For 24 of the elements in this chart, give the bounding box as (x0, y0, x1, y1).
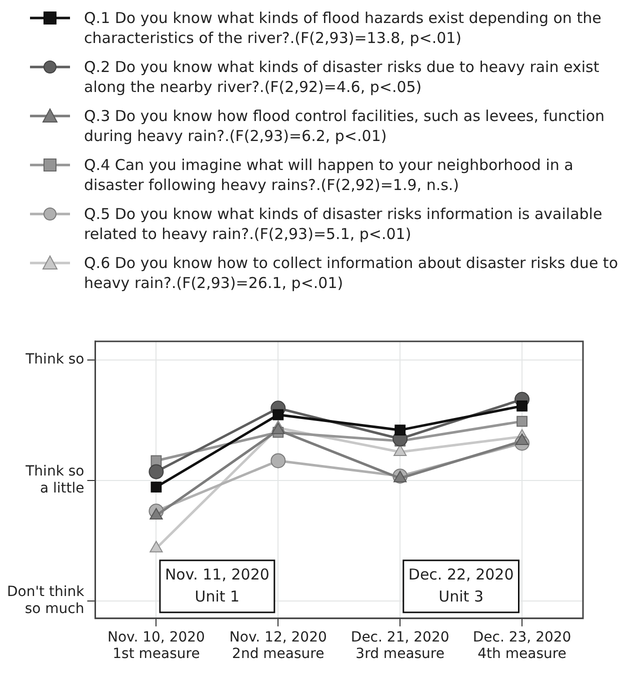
text: Think so (24, 352, 84, 368)
point (148, 464, 164, 480)
point (394, 424, 406, 436)
legend-label: Q.3 Do you know how flood control facilities, such as levees, function during heavy rain?.(F(2,93)=6.2, p<.01) (84, 106, 606, 146)
point (516, 416, 528, 427)
point (272, 409, 284, 420)
annotation: Dec. 22, 2020 Unit 3 (408, 565, 514, 606)
x-tick-label: Dec. 21, 2020 3rd measure (350, 629, 450, 662)
point (516, 400, 528, 412)
x-tick-label: Nov. 10, 2020 1st measure (107, 629, 205, 662)
point (150, 482, 162, 492)
legend-label: Q.2 Do you know what kinds of disaster risks due to heavy rain exist along the nearby river?.(F(2,92)=4.6, p<.05) (84, 57, 600, 97)
legend-label: Q.6 Do you know how to collect information about disaster risks due to heavy rain?.(F(2,93)=26.1, p<.01) (84, 253, 619, 293)
legend-label: Q.1 Do you know what kinds of flood hazards exist depending on the characteristics of the river?.(F(2,93)=13.8, p<.01) (84, 8, 602, 48)
text: Think so a little (24, 464, 84, 496)
x-tick-label: Dec. 23, 2020 4th measure (472, 629, 572, 662)
point (515, 434, 529, 446)
legend-label: Q.5 Do you know what kinds of disaster risks information is available related to heavy rain?.(F(2,93)=5.1, p<.01) (84, 204, 604, 244)
text: Don't think so much (6, 584, 86, 617)
point (272, 422, 285, 434)
legend-label: Q.4 Can you imagine what will happen to your neighborhood in a disaster following heavy rains?.(F(2,92)=1.9, n.s.) (84, 155, 574, 195)
x-tick-label: Nov. 12, 2020 2nd measure (229, 629, 327, 662)
annotation: Nov. 11, 2020 Unit 1 (164, 565, 270, 606)
point (270, 453, 286, 468)
